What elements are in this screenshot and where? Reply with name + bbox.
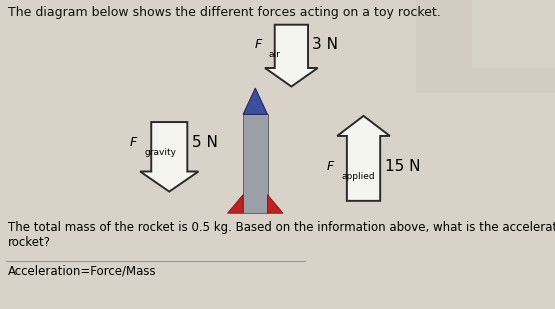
Text: Acceleration=Force/Mass: Acceleration=Force/Mass xyxy=(8,264,157,277)
Text: F: F xyxy=(327,160,335,173)
Text: 5 N: 5 N xyxy=(192,135,218,150)
Text: air: air xyxy=(269,50,281,59)
Bar xyxy=(243,114,268,213)
Text: F: F xyxy=(130,136,138,149)
Text: The diagram below shows the different forces acting on a toy rocket.: The diagram below shows the different fo… xyxy=(8,6,441,19)
Text: 15 N: 15 N xyxy=(385,159,420,174)
Polygon shape xyxy=(472,0,555,68)
Text: The total mass of the rocket is 0.5 kg. Based on the information above, what is : The total mass of the rocket is 0.5 kg. … xyxy=(8,221,555,234)
Text: rocket?: rocket? xyxy=(8,236,51,249)
Polygon shape xyxy=(416,0,555,93)
Text: F: F xyxy=(255,38,263,51)
Polygon shape xyxy=(337,116,390,201)
Polygon shape xyxy=(228,195,243,213)
Text: 3 N: 3 N xyxy=(312,37,339,52)
Text: gravity: gravity xyxy=(144,148,176,157)
Text: applied: applied xyxy=(341,172,375,181)
Polygon shape xyxy=(243,88,268,114)
Polygon shape xyxy=(268,195,283,213)
Polygon shape xyxy=(265,25,317,87)
Polygon shape xyxy=(140,122,199,192)
